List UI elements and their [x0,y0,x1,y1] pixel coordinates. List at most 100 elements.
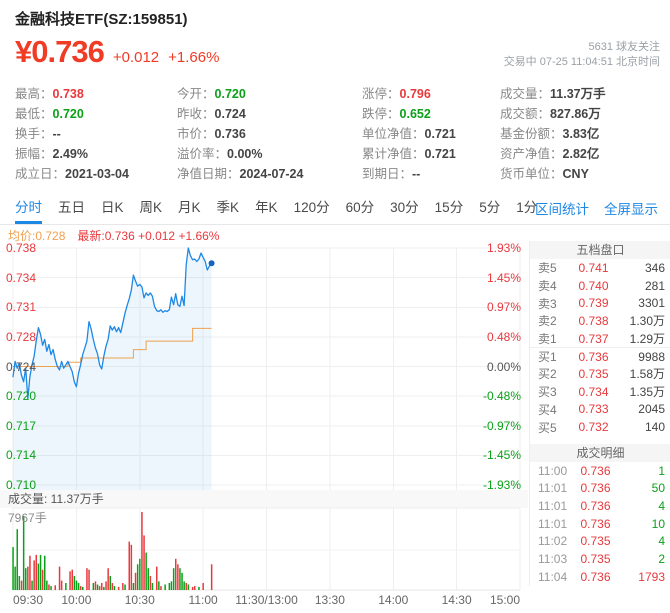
y-axis-percent-label: 0.97% [486,300,521,315]
volume-bar [73,576,76,590]
ask-level-label: 卖4 [538,279,557,294]
volume-bar [117,586,120,590]
tab-分时[interactable]: 分时 [15,194,42,224]
y-axis-price-label: 0.731 [6,300,37,315]
volume-bar [111,583,114,590]
bid-row: 买3 0.734 1.35万 [530,383,670,401]
volume-bar [187,584,190,590]
ask-qty: 1.29万 [629,332,665,347]
volume-bar [103,586,105,590]
stat-item: 资产净值：2.82亿 [500,144,606,164]
tab-120分[interactable]: 120分 [293,200,330,215]
stat-label: 累计净值： [362,147,425,161]
volume-bar [179,568,181,590]
volume-bar [39,554,42,590]
tab-五日[interactable]: 五日 [58,200,85,215]
stat-item: 成交量：11.37万手 [500,84,606,104]
volume-bar [130,544,133,590]
x-axis-time-label: 09:30 [13,593,44,607]
bid-qty: 2045 [638,402,665,417]
tab-15分[interactable]: 15分 [434,200,464,215]
bid-qty: 1.58万 [629,367,665,382]
tab-1分[interactable]: 1分 [516,200,538,215]
volume-bar [113,586,116,590]
ask-row: 卖3 0.739 3301 [530,294,670,312]
tab-日K[interactable]: 日K [101,200,124,215]
trade-time: 11:01 [538,481,568,496]
link-全屏显示[interactable]: 全屏显示 [604,201,658,217]
ask-row: 卖1 0.737 1.29万 [530,330,670,348]
volume-bar [175,558,177,590]
stat-value: 0.721 [424,127,456,141]
stat-value: 827.86万 [550,107,601,121]
ask-qty: 1.30万 [629,314,665,329]
trade-price: 0.736 [580,481,611,496]
trade-price: 0.736 [580,569,611,584]
volume-bar [149,576,152,590]
bid-price: 0.735 [578,366,609,381]
ask-row: 卖2 0.738 1.30万 [530,312,670,330]
tab-月K[interactable]: 月K [178,200,201,215]
tab-60分[interactable]: 60分 [345,200,375,215]
link-区间统计[interactable]: 区间统计 [535,201,589,217]
chart-canvas[interactable] [0,240,528,613]
intraday-chart[interactable]: 成交量: 11.37万手 7967手 0.738 0.734 0.731 0.728 0… [0,240,528,613]
tab-周K[interactable]: 周K [139,200,163,215]
stat-item: 最高：0.738 [15,84,129,104]
stat-label: 最低： [15,107,53,121]
volume-bar [12,547,14,590]
stat-item: 换手：-- [15,124,129,144]
bid-level-label: 买4 [538,402,557,417]
trade-qty: 1793 [638,569,665,584]
trade-time: 11:01 [538,499,568,514]
x-axis-time-label: 14:30 [441,593,472,607]
volume-bar [107,568,109,590]
trade-detail-title: 成交明细 [530,443,670,462]
volume-bar [145,552,147,590]
trade-detail-rows: 11:00 0.736 1 11:01 0.736 50 11:01 0.736 4 11:01 0… [530,462,670,586]
stat-value: 2.82亿 [562,147,600,161]
y-axis-percent-label: 1.45% [486,270,521,285]
volume-bar [132,583,135,590]
y-axis-price-label: 0.724 [6,359,37,374]
trade-price: 0.736 [580,463,611,478]
current-price: ¥0.736 [15,34,105,69]
chart-period-tabbar: 分时 五日 日K 周K 月K 季K 年K 120分 60分 30分 15分 5分 1分 区间统计 全屏显示 [0,194,670,225]
tab-年K[interactable]: 年K [255,200,278,215]
stat-label: 今开： [177,87,215,101]
tab-5分[interactable]: 5分 [479,200,501,215]
tab-季K[interactable]: 季K [216,200,240,215]
volume-bar [210,564,213,590]
x-axis-time-label: 11:30/13:00 [235,593,298,607]
stat-value: 0.652 [399,107,431,121]
stat-item: 基金份额：3.83亿 [500,124,606,144]
tab-30分[interactable]: 30分 [390,200,419,215]
page-title: 金融科技ETF(SZ:159851) [15,11,188,28]
y-axis-percent-label: -1.45% [482,448,521,463]
x-axis-time-label: 10:00 [61,593,92,607]
trade-row: 11:02 0.735 4 [530,533,670,551]
volume-bar [27,566,29,590]
volume-bar [128,541,130,590]
stat-item: 市价：0.736 [177,124,303,144]
volume-bar [65,583,67,590]
stat-value: 0.720 [214,87,246,101]
trade-qty: 1 [658,463,665,478]
stat-value: CNY [562,167,589,181]
trading-session-time: 交易中 07-25 11:04:51 北京时间 [503,56,660,68]
volume-bar [20,580,23,590]
stat-label: 市价： [177,127,215,141]
ask-price: 0.741 [578,260,609,275]
ask-level-label: 卖5 [538,261,557,276]
y-axis-percent-label: -0.97% [482,418,521,433]
volume-bar [134,572,137,590]
volume-bar [185,583,187,590]
trade-row: 11:01 0.736 10 [530,515,670,533]
order-book-rows: 卖5 0.741 346 卖4 0.740 281 卖3 0.739 3301 卖2 0.738 1.… [530,259,670,436]
volume-bar [16,529,18,590]
bid-qty: 140 [644,420,665,435]
trade-price: 0.736 [580,516,611,531]
ask-qty: 346 [644,260,665,275]
stat-label: 单位净值： [362,127,425,141]
y-axis-price-label: 0.710 [6,478,37,492]
